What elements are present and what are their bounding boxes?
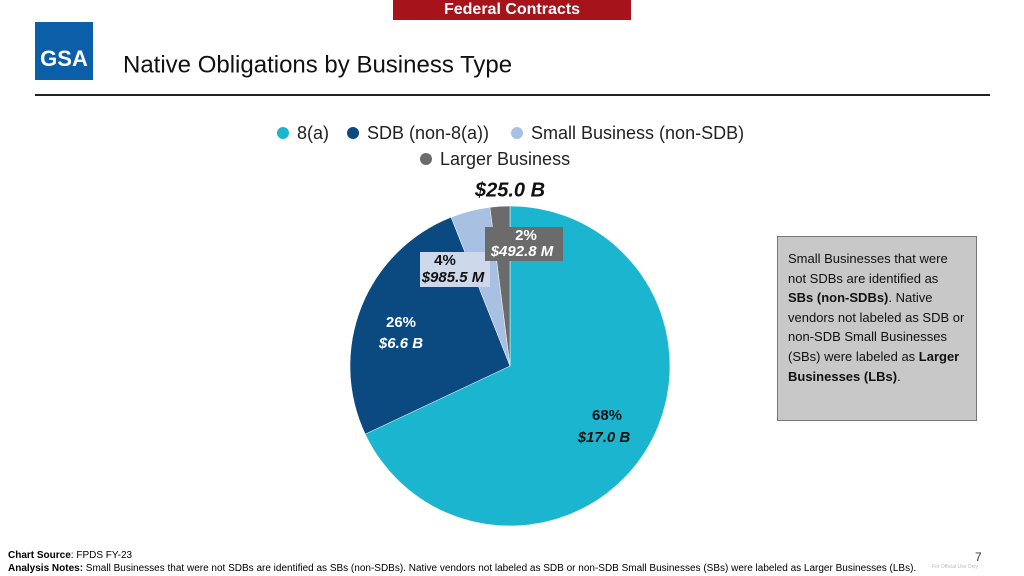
percent-label: 4% [434,252,456,269]
banner: Federal Contracts [393,0,631,20]
note-text: . Native vendors not labeled as SDB or n… [788,290,965,364]
legend-marker [277,127,289,139]
amount-label: $17.0 B [577,429,631,446]
source-text: : FPDS FY-23 [70,550,133,561]
amount-label: $492.8 M [490,243,554,260]
legend-marker [511,127,523,139]
legend-label: Larger Business [440,149,570,169]
label-box [420,252,490,287]
marking: For Official Use Only [932,564,979,570]
note-text: SBs (non-SDBs) [788,290,889,306]
note-text: . [897,368,901,384]
legend-marker [420,153,432,165]
note-text: Larger Businesses (LBs) [788,348,960,384]
logo-text: GSA [40,46,88,71]
slide-title: Native Obligations by Business Type [123,51,512,78]
total-label: $25.0 B [474,179,545,201]
amount-label: $6.6 B [378,335,423,352]
notes-text: Small Businesses that were not SDBs are … [83,563,917,574]
pie-slice [364,205,671,527]
legend-marker [347,127,359,139]
page-number: 7 [975,550,982,564]
legend-label: Small Business (non-SDB) [531,123,744,143]
note-text: Small Businesses that were not SDBs are … [788,251,948,286]
legend-label: SDB (non-8(a)) [367,123,489,143]
label-box [485,227,563,261]
footer: Chart Source: FPDS FY-23 Analysis Notes:… [8,549,968,575]
logo [35,22,93,80]
note-box: Small Businesses that were not SDBs are … [777,236,977,421]
percent-label: 2% [515,227,537,244]
amount-label: $985.5 M [421,269,485,286]
percent-label: 68% [592,407,622,424]
notes-label: Analysis Notes: [8,563,84,574]
source-label: Chart Source [8,550,71,561]
percent-label: 26% [386,314,416,331]
legend-label: 8(a) [297,123,329,143]
